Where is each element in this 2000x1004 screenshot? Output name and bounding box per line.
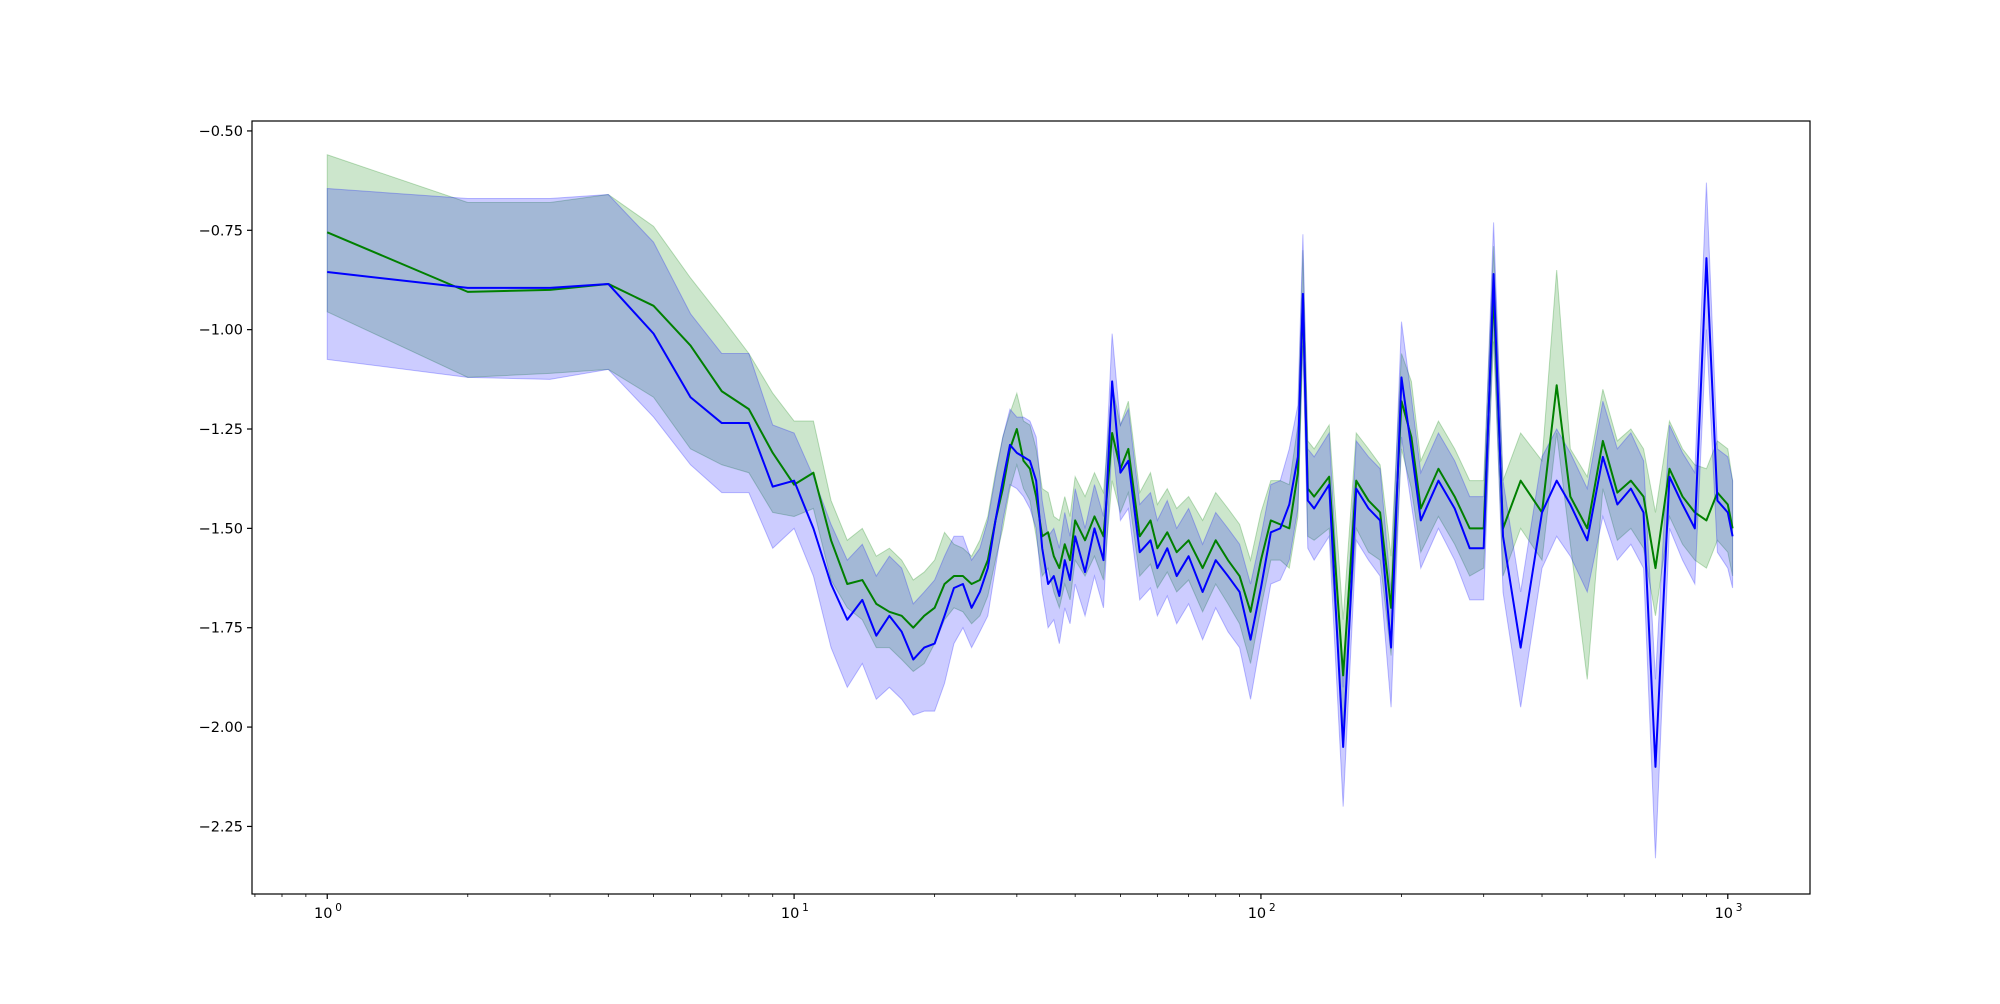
y-axis: −0.50 −0.75 −1.00 −1.25 −1.50 −1.75 −2.00 −2.25 xyxy=(199,124,252,835)
confidence-band-1 xyxy=(326,154,1734,728)
x-tick-label: 10 xyxy=(314,906,332,922)
y-tick-label: −1.00 xyxy=(199,323,243,339)
plot-area-frame xyxy=(251,120,1811,895)
confidence-bands xyxy=(326,154,1734,859)
series-lines xyxy=(326,231,1734,768)
x-axis: 10 0 10 1 10 2 10 3 xyxy=(254,894,1743,922)
x-tick-exponent: 2 xyxy=(1269,902,1276,914)
y-tick-label: −1.25 xyxy=(199,422,243,438)
y-tick-label: −1.50 xyxy=(199,521,243,537)
x-tick-exponent: 0 xyxy=(335,902,342,914)
y-tick-label: −2.00 xyxy=(199,720,243,736)
x-tick-exponent: 1 xyxy=(802,902,809,914)
x-tick-label: 10 xyxy=(781,906,799,922)
x-tick-exponent: 3 xyxy=(1736,902,1743,914)
confidence-band-2 xyxy=(326,182,1734,859)
series-line-1 xyxy=(326,231,1734,677)
y-tick-label: −0.75 xyxy=(199,223,243,239)
x-tick-label: 10 xyxy=(1248,906,1266,922)
series-line-2 xyxy=(327,257,1734,768)
x-tick-label: 10 xyxy=(1715,906,1733,922)
y-tick-label: −0.50 xyxy=(199,124,243,140)
y-tick-label: −2.25 xyxy=(199,819,243,835)
y-tick-label: −1.75 xyxy=(199,621,243,637)
